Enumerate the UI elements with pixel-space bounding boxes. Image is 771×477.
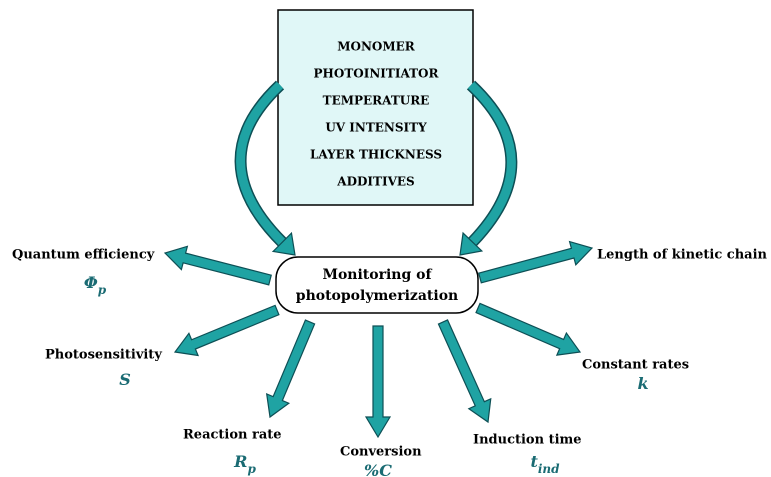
symbol: S: [119, 370, 131, 389]
center-node: [275, 256, 479, 314]
symbol: Φ: [84, 273, 98, 292]
curved-arrow: [236, 81, 286, 246]
arrow: [437, 319, 492, 424]
symbol: t: [530, 452, 538, 471]
symbol: R: [233, 452, 247, 471]
arrow: [477, 240, 594, 284]
symbol: %C: [364, 461, 392, 477]
curved-arrow: [467, 81, 516, 246]
factors-box: [277, 9, 474, 206]
factor: PHOTOINITIATOR: [314, 67, 440, 81]
factor: LAYER THICKNESS: [310, 148, 442, 162]
output-label: Constant rates: [582, 358, 689, 373]
symbol-subscript: p: [98, 283, 107, 297]
output-label: Induction time: [473, 433, 582, 448]
factor: MONOMER: [337, 40, 416, 54]
factor: TEMPERATURE: [323, 94, 430, 108]
output-symbol: tind: [530, 452, 560, 476]
arrow: [163, 245, 272, 286]
output-symbol: %C: [364, 461, 392, 477]
arrow: [265, 319, 316, 419]
output-symbol: S: [119, 370, 131, 389]
factor: UV INTENSITY: [325, 121, 427, 135]
output-label: Length of kinetic chain: [597, 248, 768, 263]
output-symbol: Rp: [233, 452, 256, 476]
arrow: [173, 304, 280, 357]
output-label: Conversion: [340, 445, 422, 460]
curved-arrow-head: [459, 231, 484, 256]
output-label: Quantum efficiency: [12, 248, 155, 263]
curved-arrow-head: [271, 231, 296, 256]
output-symbol: k: [637, 374, 648, 393]
factor: ADDITIVES: [336, 175, 414, 189]
output-label: Reaction rate: [183, 428, 282, 443]
center-label: Monitoring of: [322, 267, 432, 283]
arrow: [364, 325, 392, 439]
output-label: Photosensitivity: [45, 348, 162, 363]
symbol-subscript: ind: [538, 462, 560, 476]
output-symbol: Φp: [84, 273, 107, 297]
symbol-subscript: p: [247, 462, 256, 476]
symbol: k: [637, 374, 648, 393]
arrow: [475, 302, 582, 356]
center-label: photopolymerization: [296, 288, 458, 304]
